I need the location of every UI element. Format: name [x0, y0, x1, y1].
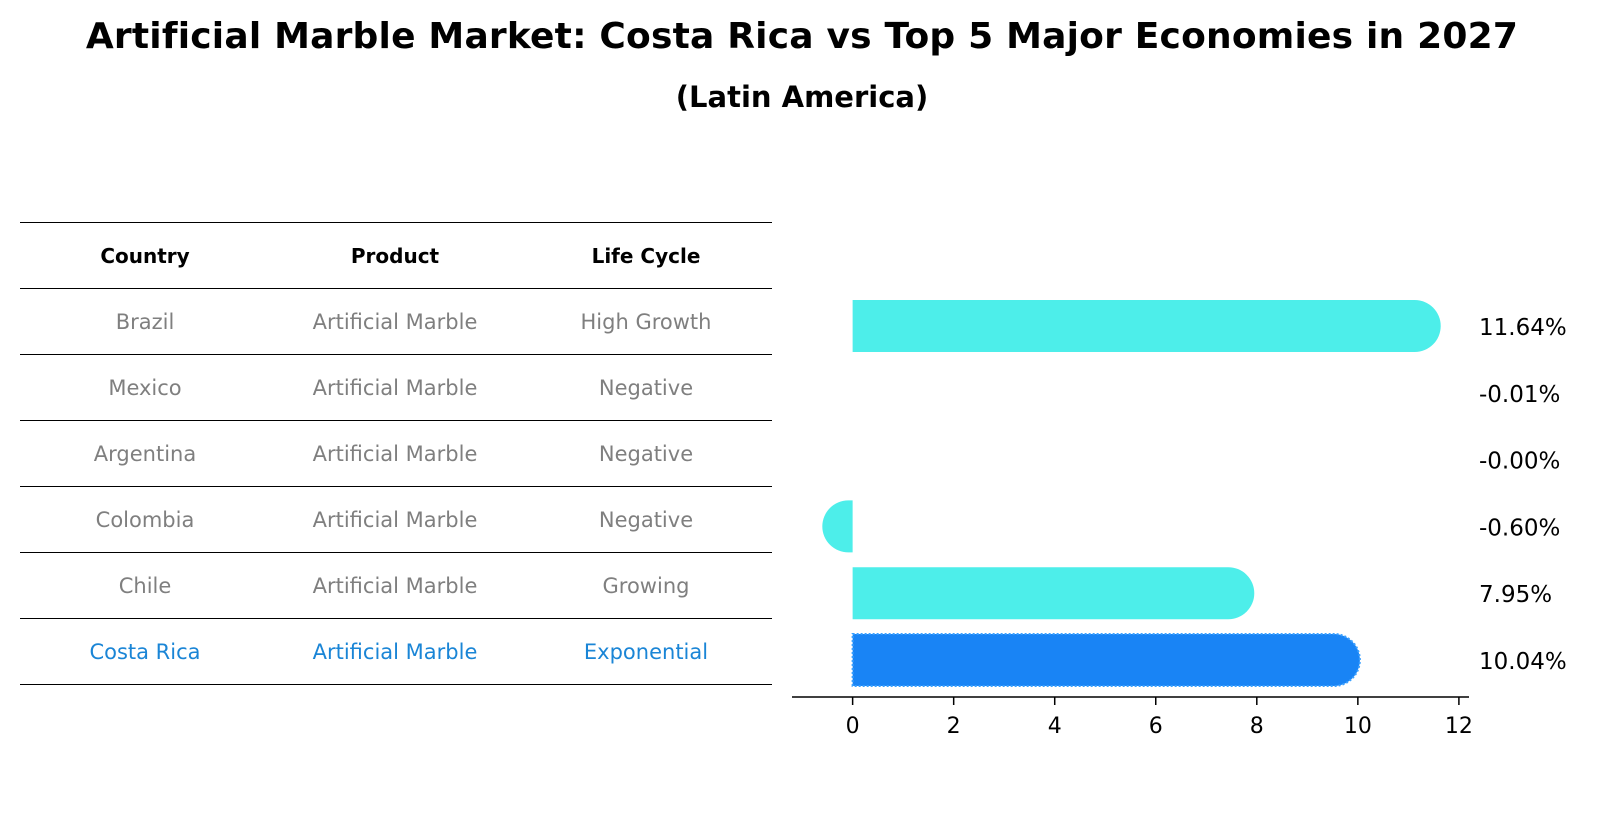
header-product: Product: [350, 244, 440, 268]
country-cell: Brazil: [115, 310, 175, 334]
bar-brazil: [852, 300, 1441, 352]
value-labels-group: 11.64% -0.01% -0.00% -0.60% 7.95% 10.04%: [1479, 315, 1567, 675]
product-cell: Artificial Marble: [312, 376, 478, 400]
bar-colombia: [822, 500, 853, 553]
x-tick-label: 0: [846, 714, 860, 739]
x-tick-label: 10: [1344, 714, 1372, 739]
x-tick-label: 2: [947, 714, 961, 739]
value-label: 10.04%: [1479, 649, 1567, 675]
country-cell: Mexico: [108, 376, 182, 400]
header-life-cycle: Life Cycle: [591, 244, 701, 268]
country-cell: Colombia: [95, 508, 195, 532]
life-cycle-cell: Negative: [598, 508, 694, 532]
x-tick-label: 4: [1048, 714, 1062, 739]
life-cycle-cell: Growing: [602, 574, 690, 598]
table-row: Mexico Artificial Marble Negative: [20, 354, 772, 420]
life-cycle-cell: Negative: [598, 442, 694, 466]
x-ticks-group: 0 2 4 6 8 10 12: [846, 697, 1473, 739]
comparison-table: Country Product Life Cycle Brazil Artifi…: [20, 222, 772, 685]
table-row: Colombia Artificial Marble Negative: [20, 486, 772, 552]
table-row: Chile Artificial Marble Growing: [20, 552, 772, 618]
product-cell: Artificial Marble: [312, 508, 478, 532]
life-cycle-cell: High Growth: [580, 310, 712, 334]
value-label: 11.64%: [1479, 315, 1567, 341]
value-label: 7.95%: [1479, 582, 1552, 608]
x-tick-label: 6: [1149, 714, 1163, 739]
value-label: -0.60%: [1479, 515, 1560, 541]
product-cell: Artificial Marble: [312, 310, 478, 334]
product-cell: Artificial Marble: [312, 442, 478, 466]
table-row-highlighted: Costa Rica Artificial Marble Exponential: [20, 618, 772, 685]
table-header-row: Country Product Life Cycle: [20, 222, 772, 288]
chart-title: Artificial Marble Market: Costa Rica vs …: [85, 16, 1519, 57]
country-cell: Costa Rica: [89, 640, 201, 664]
bar-chile: [852, 567, 1255, 620]
table-row: Brazil Artificial Marble High Growth: [20, 288, 772, 354]
product-cell: Artificial Marble: [312, 574, 478, 598]
bars-group: [822, 300, 1441, 687]
country-cell: Argentina: [93, 442, 197, 466]
value-label: -0.01%: [1479, 382, 1560, 408]
header-country: Country: [100, 244, 190, 268]
x-tick-label: 12: [1445, 714, 1473, 739]
table-row: Argentina Artificial Marble Negative: [20, 420, 772, 486]
life-cycle-cell: Negative: [598, 376, 694, 400]
life-cycle-cell: Exponential: [583, 640, 709, 664]
value-label: -0.00%: [1479, 449, 1560, 475]
country-cell: Chile: [118, 574, 172, 598]
bar-costa-rica: [851, 633, 1361, 687]
x-tick-label: 8: [1250, 714, 1264, 739]
chart-subtitle: (Latin America): [675, 80, 929, 114]
product-cell: Artificial Marble: [312, 640, 478, 664]
